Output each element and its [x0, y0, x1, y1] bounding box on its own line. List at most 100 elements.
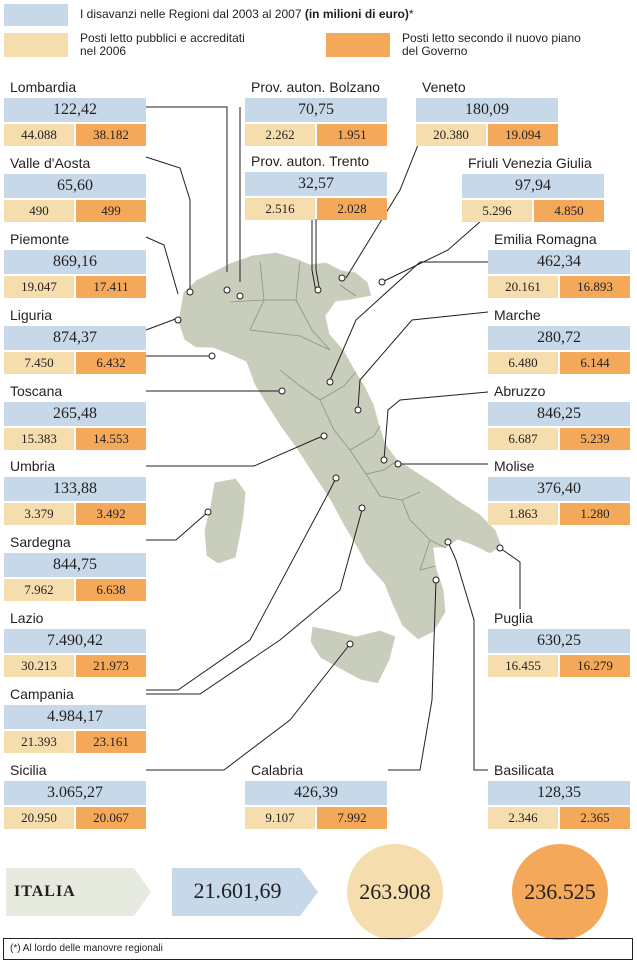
- region-gov-beds: 6.432: [76, 352, 146, 374]
- region-bolzano: Prov. auton. Bolzano 70,75 2.262 1.951: [245, 78, 387, 146]
- region-name: Friuli Venezia Giulia: [462, 154, 604, 173]
- region-deficit: 32,57: [245, 172, 387, 196]
- region-deficit: 65,60: [4, 174, 146, 198]
- region-name: Abruzzo: [488, 382, 630, 401]
- region-deficit: 3.065,27: [4, 781, 146, 805]
- region-gov-beds: 6.638: [76, 579, 146, 601]
- region-gov-beds: 5.239: [560, 428, 630, 450]
- italia-deficit-total: 21.601,69: [193, 878, 282, 903]
- region-gov-beds: 7.992: [317, 807, 387, 829]
- region-name: Umbria: [4, 457, 146, 476]
- legend-gov-line2: del Governo: [402, 44, 468, 58]
- region-veneto: Veneto 180,09 20.380 19.094: [416, 78, 558, 146]
- region-puglia: Puglia 630,25 16.455 16.279: [488, 609, 630, 677]
- region-sardegna: Sardegna 844,75 7.962 6.638: [4, 533, 146, 601]
- sardinia-shape: [203, 477, 247, 565]
- region-gov-beds: 1.280: [560, 503, 630, 525]
- region-gov-beds: 23.161: [76, 731, 146, 753]
- legend-swatch-gov-beds: [326, 33, 390, 57]
- legend-public-beds-label: Posti letto pubblici e accreditati nel 2…: [80, 32, 245, 58]
- region-calabria: Calabria 426,39 9.107 7.992: [245, 761, 387, 829]
- italia-gov-beds-total: 236.525: [512, 844, 608, 940]
- region-name: Liguria: [4, 306, 146, 325]
- region-public-beds: 7.450: [4, 352, 74, 374]
- legend-public-line1: Posti letto pubblici e accreditati: [80, 31, 245, 45]
- region-name: Marche: [488, 306, 630, 325]
- footnote: (*) Al lordo delle manovre regionali: [3, 938, 633, 960]
- italia-tag-shape: [6, 868, 151, 916]
- region-name: Toscana: [4, 382, 146, 401]
- region-gov-beds: 19.094: [488, 124, 558, 146]
- region-public-beds: 490: [4, 200, 74, 222]
- region-deficit: 376,40: [488, 477, 630, 501]
- region-public-beds: 20.380: [416, 124, 486, 146]
- region-name: Calabria: [245, 761, 387, 780]
- region-public-beds: 15.383: [4, 428, 74, 450]
- legend-deficit-unit: (in milioni di euro): [304, 7, 409, 21]
- region-public-beds: 21.393: [4, 731, 74, 753]
- region-name: Prov. auton. Bolzano: [245, 78, 387, 97]
- region-abruzzo: Abruzzo 846,25 6.687 5.239: [488, 382, 630, 450]
- legend-swatch-deficit: [4, 4, 68, 26]
- region-gov-beds: 21.973: [76, 655, 146, 677]
- region-basilicata: Basilicata 128,35 2.346 2.365: [488, 761, 630, 829]
- region-piemonte: Piemonte 869,16 19.047 17.411: [4, 230, 146, 298]
- region-name: Campania: [4, 685, 146, 704]
- region-emilia-romagna: Emilia Romagna 462,34 20.161 16.893: [488, 230, 630, 298]
- region-gov-beds: 20.067: [76, 807, 146, 829]
- italia-label: ITALIA: [14, 883, 76, 900]
- region-public-beds: 2.262: [245, 124, 315, 146]
- region-marche: Marche 280,72 6.480 6.144: [488, 306, 630, 374]
- region-public-beds: 16.455: [488, 655, 558, 677]
- region-deficit: 122,42: [4, 98, 146, 122]
- region-friuli-venezia-giulia: Friuli Venezia Giulia 97,94 5.296 4.850: [462, 154, 604, 222]
- region-liguria: Liguria 874,37 7.450 6.432: [4, 306, 146, 374]
- region-gov-beds: 16.893: [560, 276, 630, 298]
- region-public-beds: 7.962: [4, 579, 74, 601]
- region-trento: Prov. auton. Trento 32,57 2.516 2.028: [245, 152, 387, 220]
- region-gov-beds: 14.553: [76, 428, 146, 450]
- region-lazio: Lazio 7.490,42 30.213 21.973: [4, 609, 146, 677]
- region-deficit: 97,94: [462, 174, 604, 198]
- region-deficit: 180,09: [416, 98, 558, 122]
- region-deficit: 7.490,42: [4, 629, 146, 653]
- region-public-beds: 2.346: [488, 807, 558, 829]
- region-deficit: 630,25: [488, 629, 630, 653]
- region-deficit: 874,37: [4, 326, 146, 350]
- region-molise: Molise 376,40 1.863 1.280: [488, 457, 630, 525]
- italia-public-beds-total: 263.908: [347, 844, 443, 940]
- region-deficit: 426,39: [245, 781, 387, 805]
- region-gov-beds: 3.492: [76, 503, 146, 525]
- italia-deficit-shape: [172, 868, 318, 916]
- region-deficit: 4.984,17: [4, 705, 146, 729]
- region-deficit: 462,34: [488, 250, 630, 274]
- region-name: Sardegna: [4, 533, 146, 552]
- legend-public-line2: nel 2006: [80, 44, 127, 58]
- region-gov-beds: 1.951: [317, 124, 387, 146]
- legend-deficit-footnote-mark: *: [408, 7, 414, 21]
- mainland-italy-shape: [177, 251, 503, 641]
- region-gov-beds: 16.279: [560, 655, 630, 677]
- region-sicilia: Sicilia 3.065,27 20.950 20.067: [4, 761, 146, 829]
- region-gov-beds: 38.182: [76, 124, 146, 146]
- region-public-beds: 19.047: [4, 276, 74, 298]
- region-public-beds: 3.379: [4, 503, 74, 525]
- region-toscana: Toscana 265,48 15.383 14.553: [4, 382, 146, 450]
- region-name: Veneto: [416, 78, 558, 97]
- region-deficit: 133,88: [4, 477, 146, 501]
- region-name: Piemonte: [4, 230, 146, 249]
- region-name: Sicilia: [4, 761, 146, 780]
- legend-gov-line1: Posti letto secondo il nuovo piano: [402, 31, 581, 45]
- region-public-beds: 1.863: [488, 503, 558, 525]
- region-deficit: 70,75: [245, 98, 387, 122]
- region-gov-beds: 2.365: [560, 807, 630, 829]
- sicily-shape: [309, 625, 397, 685]
- region-public-beds: 9.107: [245, 807, 315, 829]
- legend-deficit-text: I disavanzi nelle Regioni dal 2003 al 20…: [80, 7, 302, 21]
- legend-deficit-label: I disavanzi nelle Regioni dal 2003 al 20…: [80, 8, 414, 21]
- region-campania: Campania 4.984,17 21.393 23.161: [4, 685, 146, 753]
- region-deficit: 844,75: [4, 553, 146, 577]
- region-public-beds: 44.088: [4, 124, 74, 146]
- region-name: Puglia: [488, 609, 630, 628]
